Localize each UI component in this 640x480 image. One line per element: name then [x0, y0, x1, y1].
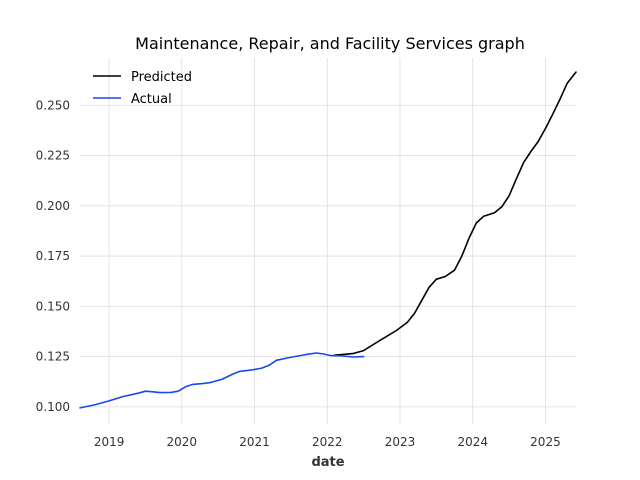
chart-title: Maintenance, Repair, and Facility Servic…: [135, 34, 525, 53]
x-tick-label: 2020: [167, 435, 198, 449]
y-tick-label: 0.250: [36, 98, 70, 112]
y-axis-ticks: 0.100 0.125 0.150 0.175 0.200 0.225 0.250: [36, 98, 70, 414]
x-tick-label: 2025: [530, 435, 561, 449]
y-tick-label: 0.150: [36, 299, 70, 313]
legend-label-predicted: Predicted: [131, 70, 192, 85]
x-tick-label: 2022: [312, 435, 343, 449]
legend: Predicted Actual: [93, 70, 192, 107]
x-tick-label: 2021: [239, 435, 270, 449]
y-tick-label: 0.100: [36, 400, 70, 414]
plot-area: [79, 71, 577, 409]
y-tick-label: 0.125: [36, 350, 70, 364]
grid: [80, 58, 576, 424]
x-tick-label: 2023: [385, 435, 416, 449]
series-line-actual: [79, 352, 365, 409]
x-axis-label: date: [311, 455, 344, 470]
y-tick-label: 0.200: [36, 199, 70, 213]
y-tick-label: 0.225: [36, 149, 70, 163]
legend-label-actual: Actual: [131, 92, 172, 107]
x-tick-label: 2024: [457, 435, 488, 449]
y-tick-label: 0.175: [36, 249, 70, 263]
series-line-predicted: [333, 71, 577, 357]
x-axis-ticks: 2019 2020 2021 2022 2023 2024 2025: [94, 435, 561, 449]
x-tick-label: 2019: [94, 435, 125, 449]
